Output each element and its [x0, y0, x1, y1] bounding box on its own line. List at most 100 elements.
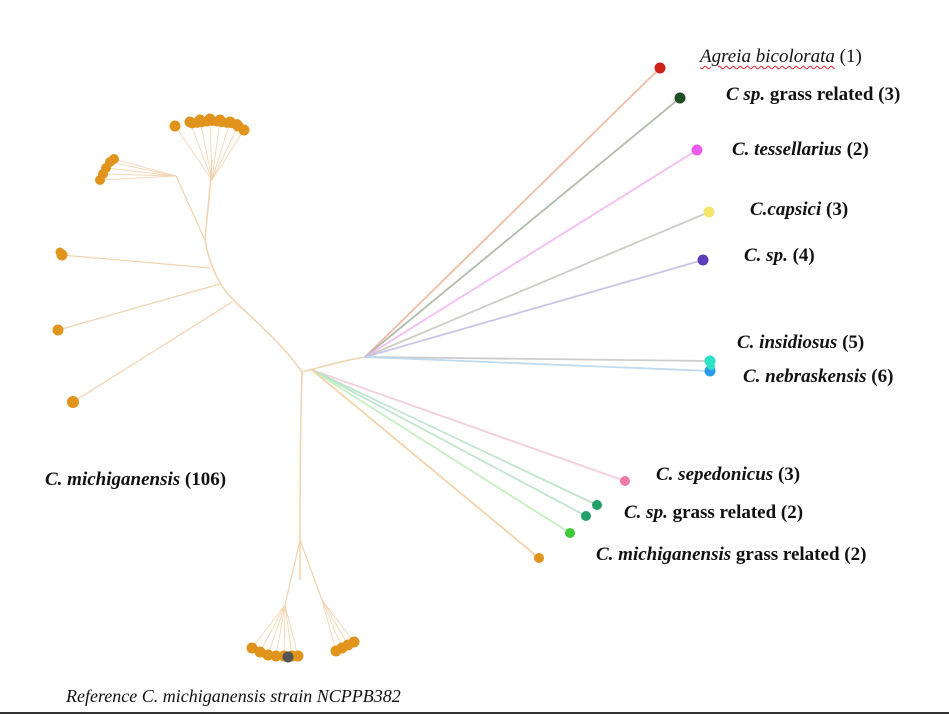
label-cmich-grass2-name: C. michiganensis [596, 544, 732, 565]
fan-top-6 [211, 125, 239, 181]
leaf-csp_grass2 [592, 500, 602, 510]
label-agreia-bicolorata: Agreia bicolorata (1) [700, 46, 862, 68]
label-cmich106-count: (106) [180, 469, 227, 490]
label-csp-grass2-suffix: grass related (2) [667, 502, 804, 523]
fan-top-4 [211, 119, 221, 181]
fan-ul-2 [109, 161, 177, 177]
branch-bottom-a [284, 539, 301, 606]
leaf-csp_grass3 [674, 92, 686, 104]
fan-top-3 [209, 118, 213, 181]
label-csp-grass3-suffix: grass related (3) [765, 84, 901, 105]
bottom-divider [0, 712, 949, 714]
fan-top-0 [174, 125, 213, 181]
fan-ul-0 [102, 173, 177, 177]
label-insidiosus-count: (5) [837, 332, 865, 353]
leaf-agreia [654, 62, 666, 74]
branch-bottom-b [299, 539, 323, 601]
leaf-left-4 [67, 396, 79, 408]
branch-tessellarius [364, 149, 698, 358]
branch-left-cluster3 [57, 283, 221, 331]
reference-caption: Reference C. michiganensis strain NCPPB3… [66, 686, 401, 706]
leaf-left-3 [52, 324, 64, 336]
label-nebraskensis-name: C. nebraskensis [743, 366, 867, 387]
label-tessellarius-count: (2) [841, 139, 869, 160]
fan-bot-a-0 [251, 604, 286, 649]
leaf-cmich_leaf [534, 553, 544, 563]
branch-left-cluster4 [72, 301, 233, 403]
fan-bot-b-3 [321, 599, 355, 643]
label-nebraskensis-count: (6) [866, 366, 894, 387]
fan-ul-4 [99, 175, 177, 181]
leaf-top-cluster [232, 119, 242, 129]
label-c-capsici: C.capsici (3) [750, 199, 848, 221]
leaf-ul-cluster [109, 154, 119, 164]
fan-bot-a-4 [283, 604, 286, 657]
fan-bot-a-2 [267, 604, 286, 656]
label-c-insidiosus: C. insidiosus (5) [737, 332, 864, 354]
branch-to-hub [301, 356, 366, 373]
label-agreia-count: (1) [834, 46, 862, 67]
branch-nebraskensis [364, 356, 711, 372]
fan-bot-a-5 [284, 604, 293, 657]
label-c-sepedonicus: C. sepedonicus (3) [656, 464, 800, 486]
fan-ul-1 [105, 167, 177, 177]
label-csp-grass-related-3: C sp. grass related (3) [726, 84, 900, 106]
branch-capsici [364, 211, 710, 358]
label-c-michiganensis-106: C. michiganensis (106) [45, 469, 226, 491]
fan-top-5 [211, 121, 231, 181]
label-cmich106-name: C. michiganensis [45, 469, 181, 490]
label-csp-grass2-name: C. sp. [624, 502, 668, 523]
label-insidiosus-name: C. insidiosus [737, 332, 838, 353]
branch-left-cluster2 [61, 254, 211, 269]
fan-top-2 [199, 119, 213, 181]
fan-bot-b-0 [321, 599, 337, 652]
label-sepedonicus-count: (3) [773, 464, 801, 485]
label-c-michiganensis-grass-related-2: C. michiganensis grass related (2) [596, 544, 866, 566]
branch-csp4 [364, 259, 704, 358]
fan-top-1 [189, 121, 213, 181]
label-capsici-name: C.capsici [750, 199, 822, 220]
label-c-sp-4: C. sp. (4) [744, 245, 815, 267]
label-csp-grass3-name: C sp. [726, 84, 766, 105]
leaf-cmich_grass2 [565, 528, 575, 538]
branch-csp_grass2 [311, 369, 598, 506]
leaf-tessellarius [691, 144, 703, 156]
label-csp4-count: (4) [787, 245, 815, 266]
branch-agreia [364, 67, 661, 358]
label-c-tessellarius: C. tessellarius (2) [732, 139, 869, 161]
leaf-csp4 [697, 254, 709, 266]
branch-csp_grass3 [364, 97, 681, 358]
leaf-sepedonicus [620, 476, 630, 486]
leaf-bottom-cluster [292, 650, 304, 662]
leaf-csp_grass2b [581, 511, 591, 521]
label-cmich-grass2-suffix: grass related (2) [731, 544, 867, 565]
label-agreia-name: Agreia bicolorata [700, 46, 835, 67]
leaf-top-cluster [238, 124, 250, 136]
branch-sepedonicus [311, 369, 626, 482]
fan-bot-b-2 [321, 599, 349, 646]
backbone-upper [204, 159, 303, 373]
fan-ul-3 [113, 158, 177, 177]
leaf-capsici [703, 206, 715, 218]
branch-insidiosus [364, 356, 711, 362]
branch-csp_grass2b [311, 369, 587, 517]
label-capsici-count: (3) [821, 199, 849, 220]
fan-bot-a-6 [284, 604, 299, 657]
fan-bot-a-3 [275, 604, 286, 657]
leaf-bottom-cluster [262, 649, 274, 661]
leaf-insidiosus [707, 362, 715, 370]
label-c-sp-grass-related-2: C. sp. grass related (2) [624, 502, 803, 524]
branch-cmich_leaf [311, 369, 540, 559]
leaf-ul-cluster [95, 175, 105, 185]
leaf-reference-strain [282, 651, 294, 663]
branch-left-cluster1 [175, 175, 206, 241]
fan-top-7 [211, 129, 245, 181]
label-sepedonicus-name: C. sepedonicus [656, 464, 774, 485]
label-c-nebraskensis: C. nebraskensis (6) [743, 366, 893, 388]
leaf-top-cluster [169, 120, 181, 132]
leaf-bottom-cluster [348, 636, 360, 648]
fan-bot-b-1 [321, 599, 343, 649]
label-tessellarius-name: C. tessellarius [732, 139, 842, 160]
label-csp4-name: C. sp. [744, 245, 788, 266]
